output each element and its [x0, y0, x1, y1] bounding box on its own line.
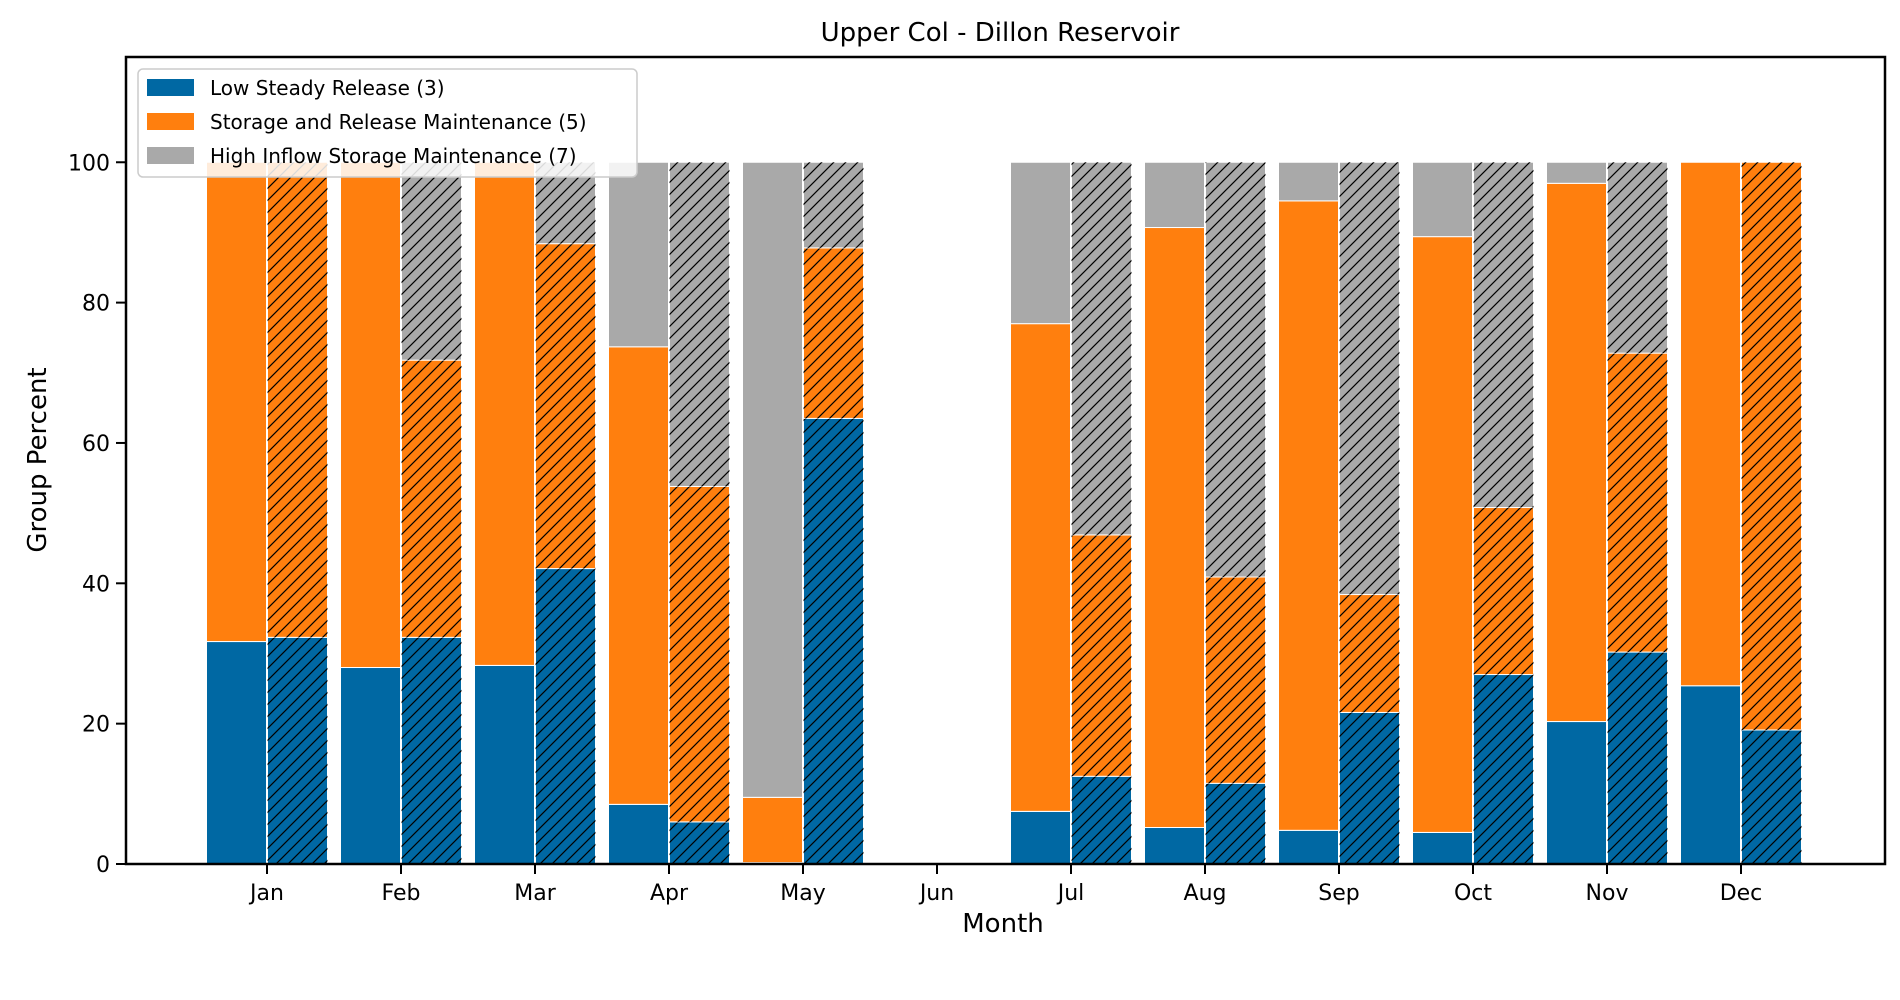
legend-label: Storage and Release Maintenance (5)	[210, 110, 587, 134]
bar-solid-apr-s1	[608, 803, 669, 865]
legend-swatch	[147, 147, 194, 164]
legend-label: Low Steady Release (3)	[210, 76, 445, 100]
bar-solid-feb-s2	[340, 161, 401, 669]
bar-hatch-feb-s1	[401, 637, 462, 864]
y-axis: 0 20 40 60 80 100	[68, 151, 126, 878]
bar-hatch-may-s2	[803, 247, 864, 419]
x-tick-label: Jul	[1056, 881, 1085, 906]
bar-solid-sep-s3	[1278, 161, 1339, 202]
bar-hatch-jan-s2	[267, 162, 328, 638]
y-tick-label: 80	[82, 292, 110, 317]
bar-hatch-apr-s1	[669, 821, 730, 864]
bar-hatch-jan-s1	[267, 637, 328, 864]
bar-solid-apr-s3	[608, 161, 669, 348]
bar-hatch-oct-s1	[1473, 674, 1534, 864]
bar-solid-oct-s2	[1412, 236, 1473, 833]
legend-label: High Inflow Storage Maintenance (7)	[210, 144, 577, 168]
bar-solid-aug-s1	[1144, 827, 1205, 865]
bars-group	[206, 161, 1802, 865]
bar-solid-nov-s3	[1546, 161, 1607, 184]
x-tick-label: Sep	[1318, 881, 1359, 906]
bar-hatch-nov-s2	[1607, 353, 1668, 653]
bar-hatch-feb-s2	[401, 360, 462, 638]
bar-solid-sep-s2	[1278, 200, 1339, 831]
bar-hatch-dec-s1	[1741, 729, 1802, 864]
bar-hatch-may-s1	[803, 418, 864, 864]
legend-swatch	[147, 79, 194, 96]
bar-solid-jan-s2	[206, 161, 267, 643]
x-axis-label: Month	[962, 909, 1044, 939]
x-tick-label: Apr	[650, 881, 689, 906]
bar-hatch-nov-s1	[1607, 652, 1668, 864]
bar-solid-may-s3	[742, 161, 803, 798]
bar-solid-oct-s1	[1412, 831, 1473, 865]
x-tick-label: Aug	[1184, 881, 1227, 906]
bar-hatch-jul-s2	[1071, 534, 1132, 777]
legend-swatch	[147, 113, 194, 130]
x-tick-label: May	[780, 881, 825, 906]
y-tick-label: 60	[82, 432, 110, 457]
bar-solid-aug-s3	[1144, 161, 1205, 229]
y-tick-label: 100	[68, 151, 110, 176]
bar-solid-mar-s2	[474, 161, 535, 666]
bar-hatch-mar-s1	[535, 568, 596, 864]
bar-hatch-aug-s2	[1205, 576, 1266, 784]
bar-solid-dec-s1	[1680, 685, 1741, 865]
bar-solid-may-s2	[742, 796, 803, 864]
bar-solid-feb-s1	[340, 667, 401, 865]
chart-title: Upper Col - Dillon Reservoir	[821, 18, 1180, 48]
y-tick-label: 20	[82, 713, 110, 738]
legend-box	[137, 68, 638, 178]
bar-hatch-mar-s2	[535, 243, 596, 569]
bar-solid-jul-s3	[1010, 161, 1071, 325]
x-tick-label: Jun	[918, 881, 954, 906]
bar-hatch-dec-s2	[1741, 162, 1802, 730]
bar-hatch-jul-s1	[1071, 776, 1132, 864]
x-axis: Jan Feb Mar Apr May Jun Jul Aug Sep Oct Nov Dec	[248, 864, 1762, 906]
bar-solid-nov-s1	[1546, 721, 1607, 865]
bar-hatch-may-s3	[803, 162, 864, 248]
bar-hatch-aug-s1	[1205, 783, 1266, 864]
y-tick-label: 0	[96, 853, 110, 878]
bar-solid-jan-s1	[206, 641, 267, 865]
bar-solid-jul-s1	[1010, 810, 1071, 865]
bar-hatch-oct-s3	[1473, 162, 1534, 508]
y-axis-label: Group Percent	[23, 367, 53, 552]
x-tick-label: Feb	[382, 881, 421, 906]
x-tick-label: Mar	[514, 881, 556, 906]
bar-solid-aug-s2	[1144, 227, 1205, 829]
bar-hatch-feb-s3	[401, 162, 462, 361]
x-tick-label: Jan	[248, 881, 284, 906]
x-tick-label: Dec	[1720, 881, 1763, 906]
y-tick-label: 40	[82, 572, 110, 597]
bar-solid-jul-s2	[1010, 323, 1071, 812]
bar-solid-oct-s3	[1412, 161, 1473, 238]
x-tick-label: Oct	[1454, 881, 1492, 906]
bar-hatch-sep-s3	[1339, 162, 1400, 595]
bar-solid-apr-s2	[608, 346, 669, 805]
bar-solid-sep-s1	[1278, 829, 1339, 865]
bar-hatch-aug-s3	[1205, 162, 1266, 577]
legend: Low Steady Release (3) Storage and Releas…	[137, 68, 638, 178]
bar-hatch-sep-s2	[1339, 594, 1400, 713]
bar-solid-nov-s2	[1546, 182, 1607, 723]
plot-frame	[124, 55, 1887, 866]
bar-hatch-jul-s3	[1071, 162, 1132, 535]
bar-hatch-apr-s2	[669, 486, 730, 822]
bar-hatch-oct-s2	[1473, 507, 1534, 675]
bar-solid-dec-s2	[1680, 161, 1741, 687]
bar-hatch-nov-s3	[1607, 162, 1668, 354]
bar-solid-mar-s1	[474, 664, 535, 865]
bar-hatch-apr-s3	[669, 162, 730, 487]
x-tick-label: Nov	[1586, 881, 1629, 906]
bar-hatch-sep-s1	[1339, 712, 1400, 864]
